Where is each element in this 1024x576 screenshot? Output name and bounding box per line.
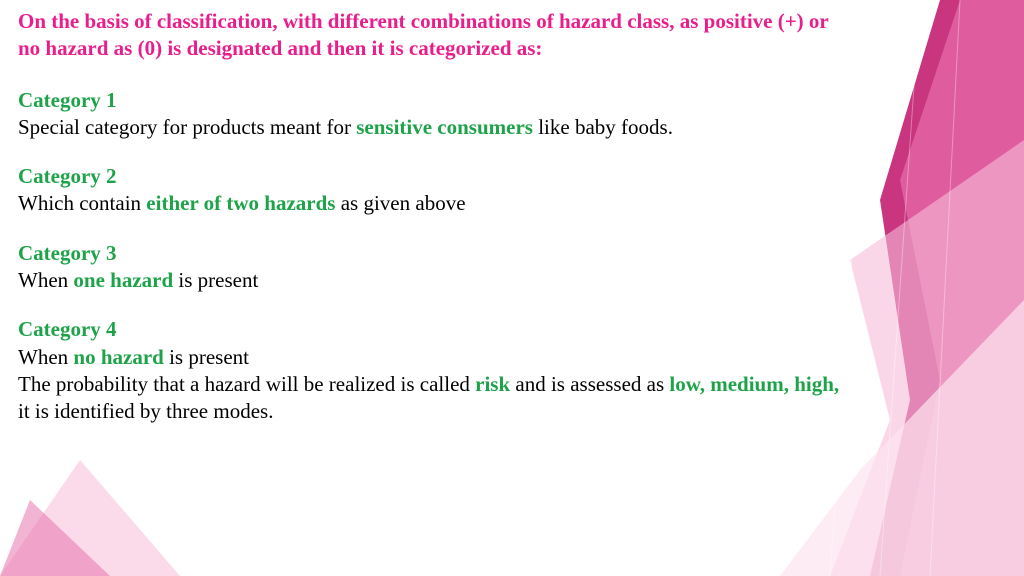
cat1-em: sensitive consumers	[356, 115, 533, 139]
cat3-post: is present	[173, 268, 258, 292]
category-3-body: When one hazard is present	[18, 267, 842, 294]
category-3: Category 3 When one hazard is present	[18, 240, 842, 295]
footer-em1: risk	[475, 372, 510, 396]
cat2-em: either of two hazards	[146, 191, 335, 215]
category-2-body: Which contain either of two hazards as g…	[18, 190, 842, 217]
slide-content: On the basis of classification, with dif…	[0, 0, 860, 434]
cat3-em: one hazard	[73, 268, 173, 292]
cat3-pre: When	[18, 268, 73, 292]
category-2: Category 2 Which contain either of two h…	[18, 163, 842, 218]
cat4-em: no hazard	[73, 345, 163, 369]
cat4-post: is present	[164, 345, 249, 369]
cat1-post: like baby foods.	[533, 115, 673, 139]
footer-post: it is identified by three modes.	[18, 399, 273, 423]
category-2-title: Category 2	[18, 163, 842, 190]
footer-pre: The probability that a hazard will be re…	[18, 372, 475, 396]
cat2-post: as given above	[335, 191, 465, 215]
category-1-title: Category 1	[18, 87, 842, 114]
footer-line: The probability that a hazard will be re…	[18, 371, 842, 426]
intro-part1: On the basis of classification, with dif…	[18, 9, 674, 33]
category-1-body: Special category for products meant for …	[18, 114, 842, 141]
category-4-title: Category 4	[18, 316, 842, 343]
cat1-pre: Special category for products meant for	[18, 115, 356, 139]
category-3-title: Category 3	[18, 240, 842, 267]
category-1: Category 1 Special category for products…	[18, 87, 842, 142]
category-4-body: When no hazard is present	[18, 344, 842, 371]
footer-mid: and is assessed as	[510, 372, 669, 396]
cat4-pre: When	[18, 345, 73, 369]
category-4: Category 4 When no hazard is present The…	[18, 316, 842, 425]
intro-paragraph: On the basis of classification, with dif…	[18, 8, 842, 63]
footer-em2: low, medium, high,	[669, 372, 839, 396]
cat2-pre: Which contain	[18, 191, 146, 215]
